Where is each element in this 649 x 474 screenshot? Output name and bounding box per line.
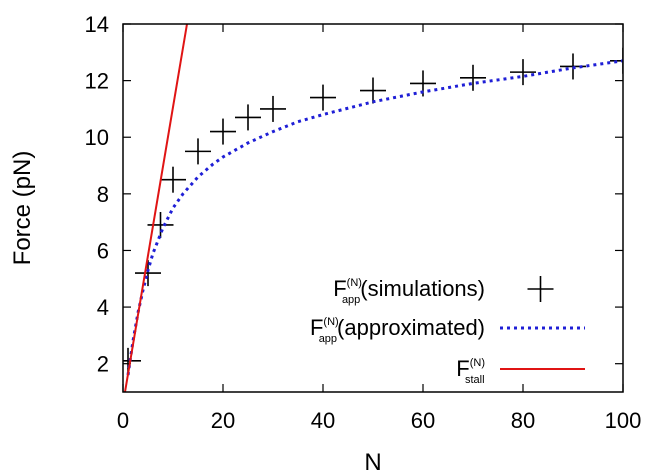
data-point-simulations [210,118,236,145]
plot-series [123,24,623,392]
legend-sample-simulations [527,276,554,302]
data-point-simulations [360,77,386,104]
legend-label: F(N) app(simulations) [333,276,485,306]
data-point-simulations [185,138,211,165]
data-point-simulations [310,84,336,111]
data-point-simulations [260,95,286,122]
x-tick-label: 60 [411,408,435,433]
data-point-simulations [235,104,261,131]
y-tick-label: 14 [85,12,109,37]
data-point-simulations [510,59,536,86]
y-axis-label: Force (pN) [9,151,36,266]
x-tick-label: 100 [605,408,642,433]
x-tick-label: 80 [511,408,535,433]
legend-label: F(N) stall [456,356,485,386]
x-tick-label: 40 [311,408,335,433]
legend: F(N) app(simulations) F(N) app(approximated… [310,276,585,386]
data-point-simulations [460,64,486,91]
series-line-approximated [126,59,623,376]
plot-frame [122,23,624,393]
x-tick-label: 20 [211,408,235,433]
axis-ticks: 0 20 40 60 80 100 2 4 6 8 10 12 14 [85,12,642,433]
x-axis-label: N [364,449,381,474]
y-tick-label: 10 [85,125,109,150]
data-point-simulations [160,166,186,193]
y-tick-label: 2 [97,352,109,377]
data-point-simulations [135,260,161,287]
x-tick-label: 0 [117,408,129,433]
data-point-simulations [147,211,174,238]
y-tick-label: 12 [85,69,109,94]
legend-label: F(N) app(approximated) [310,315,485,345]
y-tick-label: 8 [97,182,109,207]
series-line-stall [124,24,188,392]
y-tick-label: 4 [97,295,109,320]
y-tick-label: 6 [97,238,109,263]
